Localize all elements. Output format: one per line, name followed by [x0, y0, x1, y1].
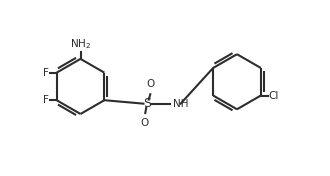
Text: Cl: Cl — [269, 90, 279, 100]
Text: O: O — [147, 79, 155, 89]
Text: S: S — [143, 97, 151, 110]
Text: F: F — [43, 68, 49, 78]
Text: F: F — [43, 95, 49, 105]
Text: NH: NH — [173, 99, 188, 109]
Text: O: O — [141, 118, 149, 128]
Text: NH$_2$: NH$_2$ — [70, 37, 91, 51]
